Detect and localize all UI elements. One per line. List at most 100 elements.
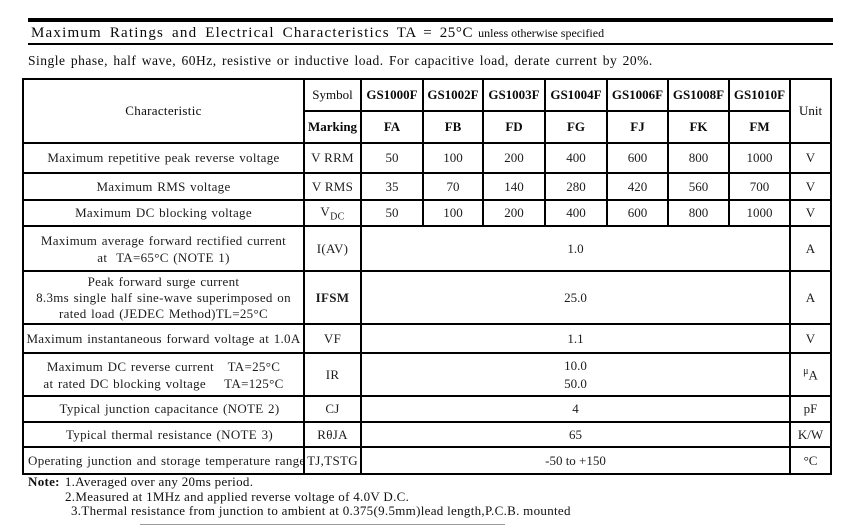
notes-block: Note: 1.Averaged over any 20ms period. 2.… — [28, 474, 571, 519]
value-cell: 65 — [360, 421, 791, 448]
scan-artifact-line — [140, 524, 505, 525]
unit-main: A — [808, 367, 818, 383]
characteristic-cell: Maximum repetitive peak reverse voltage — [22, 142, 305, 174]
unit-cell: μA — [789, 352, 832, 397]
title-under-rule — [28, 43, 833, 45]
symbol-cell: I(AV) — [303, 225, 362, 272]
symbol-cell: VF — [303, 323, 362, 354]
unit-mu-prefix: μ — [803, 365, 809, 377]
value-cell: 50 — [360, 142, 424, 174]
value-cell: 420 — [606, 172, 669, 201]
note-item: 1.Averaged over any 20ms period. — [64, 474, 254, 489]
load-conditions-text: Single phase, half wave, 60Hz, resistive… — [28, 53, 653, 68]
marking-fk: FK — [667, 110, 730, 144]
characteristic-line: at TA=65°C (NOTE 1) — [97, 249, 230, 265]
header-unit: Unit — [789, 78, 832, 144]
marking-fd: FD — [482, 110, 546, 144]
characteristic-line: 8.3ms single half sine-wave superimposed… — [36, 289, 291, 305]
value-cell: -50 to +150 — [360, 446, 791, 475]
unit-cell: V — [789, 323, 832, 354]
title-top-rule — [28, 18, 833, 22]
marking-fg: FG — [544, 110, 608, 144]
symbol-cell: IFSM — [303, 270, 362, 325]
value-cell: 400 — [544, 142, 608, 174]
note-item: 3.Thermal resistance from junction to am… — [71, 503, 571, 518]
symbol-cell: RθJA — [303, 421, 362, 448]
page-title: Maximum Ratings and Electrical Character… — [31, 25, 604, 42]
value-cell: 600 — [606, 199, 669, 227]
header-part-gs1003f: GS1003F — [482, 78, 546, 112]
value-cell: 200 — [482, 142, 546, 174]
marking-fb: FB — [422, 110, 484, 144]
characteristic-cell: Maximum DC blocking voltage — [22, 199, 305, 227]
value-cell: 1.1 — [360, 323, 791, 354]
row-ir: Maximum DC reverse current TA=25°C at ra… — [22, 352, 832, 397]
row-ifsm: Peak forward surge current 8.3ms single … — [22, 270, 832, 325]
row-vf: Maximum instantaneous forward voltage at… — [22, 323, 832, 354]
value-cell: 4 — [360, 395, 791, 423]
value-cell: 800 — [667, 199, 730, 227]
value-cell: 10.0 50.0 — [360, 352, 791, 397]
value-cell: 700 — [728, 172, 791, 201]
symbol-cell: TJ,TSTG — [303, 446, 362, 475]
symbol-cell: VDC — [303, 199, 362, 227]
characteristic-line: at rated DC blocking voltage TA=125°C — [43, 375, 284, 391]
row-vrms: Maximum RMS voltage V RMS 35 70 140 280 … — [22, 172, 832, 201]
characteristic-cell: Maximum average forward rectified curren… — [22, 225, 305, 272]
note-line-1: Note: 1.Averaged over any 20ms period. — [28, 474, 571, 490]
note-line-3: 3.Thermal resistance from junction to am… — [71, 503, 571, 519]
header-symbol: Symbol — [303, 78, 362, 112]
note-item: 2.Measured at 1MHz and applied reverse v… — [65, 488, 410, 504]
header-part-gs1010f: GS1010F — [728, 78, 791, 112]
header-part-gs1004f: GS1004F — [544, 78, 608, 112]
title-condition: TA = 25°C — [396, 25, 474, 41]
row-tj-tstg: Operating junction and storage temperatu… — [22, 446, 832, 475]
symbol-cell: V RRM — [303, 142, 362, 174]
value-cell: 25.0 — [360, 270, 791, 325]
characteristic-cell: Maximum instantaneous forward voltage at… — [22, 323, 305, 354]
unit-cell: K/W — [789, 421, 832, 448]
title-condition-note: unless otherwise specified — [478, 26, 605, 40]
unit-cell: A — [789, 225, 832, 272]
value-line: 50.0 — [564, 375, 587, 391]
symbol-main: V — [320, 203, 331, 219]
value-cell: 600 — [606, 142, 669, 174]
characteristic-line: Maximum DC reverse current TA=25°C — [46, 358, 281, 374]
value-cell: 560 — [667, 172, 730, 201]
value-cell: 50 — [360, 199, 424, 227]
value-cell: 400 — [544, 199, 608, 227]
header-marking: Marking — [303, 110, 362, 144]
value-cell: 280 — [544, 172, 608, 201]
symbol-subscript: DC — [330, 211, 345, 223]
value-cell: 100 — [422, 142, 484, 174]
unit-cell: °C — [789, 446, 832, 475]
unit-cell: pF — [789, 395, 832, 423]
unit-cell: V — [789, 172, 832, 201]
row-vrrm: Maximum repetitive peak reverse voltage … — [22, 142, 832, 174]
row-cj: Typical junction capacitance (NOTE 2) CJ… — [22, 395, 832, 423]
characteristic-cell: Operating junction and storage temperatu… — [22, 446, 305, 475]
value-cell: 1000 — [728, 199, 791, 227]
header-part-gs1008f: GS1008F — [667, 78, 730, 112]
unit-cell: V — [789, 199, 832, 227]
unit-cell: A — [789, 270, 832, 325]
value-cell: 200 — [482, 199, 546, 227]
value-cell: 1000 — [728, 142, 791, 174]
value-cell: 70 — [422, 172, 484, 201]
value-cell: 800 — [667, 142, 730, 174]
note-line-2: 2.Measured at 1MHz and applied reverse v… — [65, 488, 571, 505]
header-part-gs1002f: GS1002F — [422, 78, 484, 112]
characteristic-line: Maximum average forward rectified curren… — [40, 232, 287, 248]
row-rthja: Typical thermal resistance (NOTE 3) RθJA… — [22, 421, 832, 448]
symbol-cell: V RMS — [303, 172, 362, 201]
marking-fm: FM — [728, 110, 791, 144]
marking-fa: FA — [360, 110, 424, 144]
characteristic-cell: Maximum RMS voltage — [22, 172, 305, 201]
characteristic-line: rated load (JEDEC Method)TL=25°C — [59, 305, 268, 321]
title-text: Maximum Ratings and Electrical Character… — [31, 25, 390, 41]
header-characteristic: Characteristic — [22, 78, 305, 144]
row-iav: Maximum average forward rectified curren… — [22, 225, 832, 272]
marking-fj: FJ — [606, 110, 669, 144]
characteristic-cell: Maximum DC reverse current TA=25°C at ra… — [22, 352, 305, 397]
